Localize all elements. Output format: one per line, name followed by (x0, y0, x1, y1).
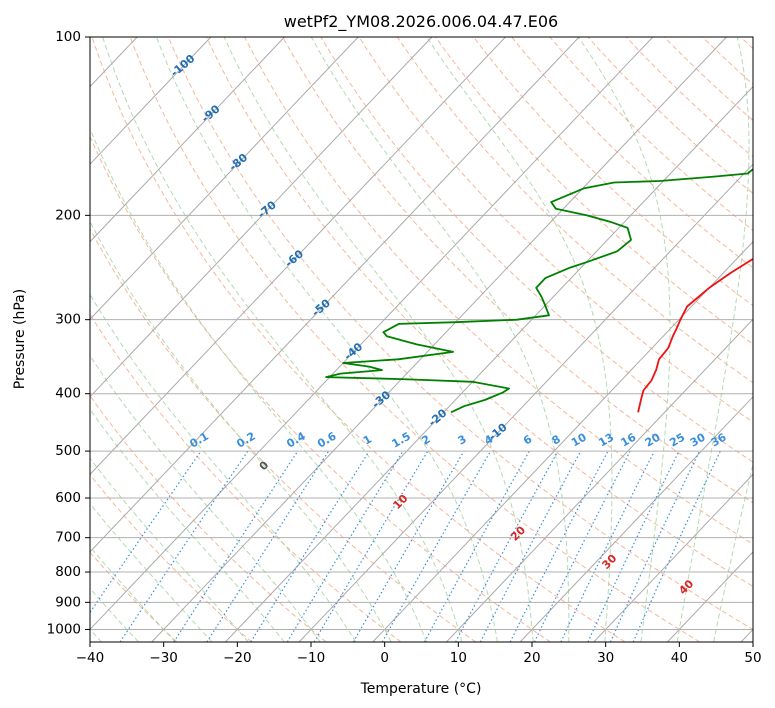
moist-adiabat (577, 37, 671, 642)
dry-adiabat (282, 37, 753, 504)
skewed-isotherm (90, 37, 433, 398)
mixing-ratio-line (455, 450, 559, 642)
moist-adiabat (676, 37, 750, 642)
moist-adiabat (90, 546, 176, 642)
y-tick-label: 900 (55, 594, 81, 610)
moist-adiabat (713, 461, 753, 642)
mixing-ratio-line (533, 450, 631, 642)
skewed-isotherm (90, 37, 654, 631)
mixing-ratio-line (250, 450, 370, 642)
mixing-ratio-line (381, 450, 492, 642)
y-tick-label: 400 (55, 386, 81, 402)
skewed-isotherm (151, 37, 727, 642)
skewed-isotherm (593, 473, 753, 642)
mixing-ratio-line (286, 450, 404, 642)
temperature-profile (637, 257, 753, 413)
pressure-gridlines (90, 214, 753, 630)
y-tick-label: 100 (55, 29, 81, 45)
x-tick-label: −10 (297, 650, 326, 666)
x-tick-label: 50 (744, 650, 761, 666)
dry-adiabat (167, 37, 753, 630)
moist-adiabat (90, 127, 428, 642)
dewpoint-profile (325, 167, 753, 414)
moist-adiabat (310, 37, 570, 642)
skewed-isotherm (0, 37, 63, 642)
skewed-isotherm (446, 318, 753, 642)
x-tick-label: −30 (149, 650, 178, 666)
moist-adiabat (90, 220, 392, 642)
x-tick-label: −20 (223, 650, 252, 666)
moist-adiabat (90, 587, 139, 642)
plot-background (90, 37, 753, 642)
y-axis-label: Pressure (hPa) (12, 289, 28, 389)
dry-adiabat (129, 37, 701, 642)
x-tick-label: −40 (76, 650, 105, 666)
dry-adiabat (206, 37, 753, 587)
x-tick-label: 30 (597, 650, 614, 666)
dry-adiabat (396, 37, 753, 384)
moist-adiabat (90, 354, 321, 642)
skewed-isotherm (90, 37, 285, 243)
axes: −40 −30 −20 −10 0 10 20 30 40 50 100 200 300 400 500 60… (47, 29, 762, 666)
plot-frame (89, 36, 754, 643)
y-tick-label: 200 (55, 207, 81, 223)
dry-adiabat (90, 135, 551, 642)
profiles (325, 167, 753, 414)
mixing-ratio-line (119, 450, 249, 642)
skewed-isotherm (225, 85, 753, 642)
dry-adiabat (91, 37, 626, 642)
mixing-ratio-line (632, 450, 721, 642)
dry-adiabat (358, 37, 753, 423)
y-tick-label: 600 (55, 490, 81, 506)
x-axis-label: Temperature (°C) (360, 681, 482, 697)
y-tick-label: 300 (55, 312, 81, 328)
dry-adiabat (473, 37, 753, 307)
skewed-isotherm (372, 241, 753, 642)
x-tick-label: 20 (523, 650, 540, 666)
mixing-ratio-line (206, 450, 330, 642)
x-tick-label: 0 (380, 650, 389, 666)
moist-adiabat (90, 293, 357, 642)
moist-adiabat (102, 37, 463, 642)
dry-adiabat (90, 551, 178, 642)
y-tick-label: 700 (55, 530, 81, 546)
moist-adiabat (90, 408, 285, 642)
mixing-ratio-line (173, 450, 299, 642)
moist-adiabat (90, 457, 249, 642)
mixing-ratio-line (560, 450, 655, 642)
dry-adiabat (90, 227, 476, 642)
y-tick-label: 1000 (47, 621, 81, 637)
skewed-isotherm (90, 37, 506, 476)
moist-adiabat (155, 37, 498, 642)
skewed-isotherm (519, 396, 753, 642)
y-tick-label: 500 (55, 443, 81, 459)
y-tick-label: 800 (55, 564, 81, 580)
mixing-ratio-line (423, 450, 530, 642)
moist-adiabat (90, 502, 213, 642)
background-lines (0, 37, 753, 642)
skewed-isotherm (90, 37, 212, 165)
moist-adiabat (223, 37, 534, 642)
skewed-isotherm (90, 37, 580, 553)
dry-adiabat (90, 473, 252, 642)
x-tick-label: 40 (671, 650, 688, 666)
chart-title: wetPf2_YM08.2026.006.04.47.E06 (284, 12, 558, 32)
skewed-isotherm (90, 37, 359, 320)
skewed-isotherm (298, 163, 753, 642)
x-tick-label: 10 (450, 650, 467, 666)
